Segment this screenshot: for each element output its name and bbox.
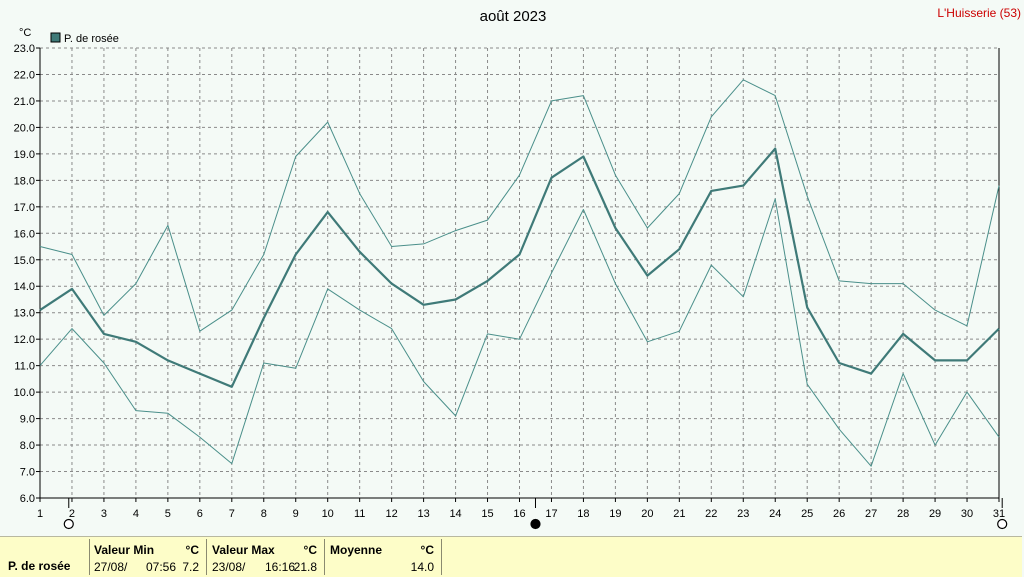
stats-min-value: 7.2 [182, 560, 199, 574]
stats-max-value: 21.8 [293, 560, 317, 574]
stats-min-date: 27/08/ [94, 560, 128, 574]
y-tick-label: 23.0 [14, 43, 35, 55]
y-tick-label: 16.0 [14, 228, 35, 240]
x-tick-label: 14 [449, 508, 461, 520]
y-tick-label: 15.0 [14, 255, 35, 267]
x-tick-label: 22 [705, 508, 717, 520]
stats-min-header: Valeur Min [94, 543, 155, 557]
x-tick-label: 19 [609, 508, 621, 520]
x-tick-label: 10 [322, 508, 334, 520]
y-tick-label: 22.0 [14, 69, 35, 81]
x-tick-label: 28 [897, 508, 909, 520]
x-tick-label: 31 [993, 508, 1005, 520]
stats-divider [89, 539, 90, 575]
station-name: L'Huisserie (53) [937, 6, 1021, 20]
y-axis-labels: 6.0 7.0 8.0 9.0 10.0 11.0 12.0 13.0 14.0 15.0 16.0… [14, 43, 35, 505]
y-tick-label: 13.0 [14, 308, 35, 320]
moon-new-icon [530, 518, 541, 530]
x-tick-label: 16 [513, 508, 525, 520]
y-tick-label: 8.0 [20, 440, 35, 452]
chart-title: août 2023 [480, 8, 547, 25]
x-tick-label: 23 [737, 508, 749, 520]
y-tick-label: 18.0 [14, 175, 35, 187]
grid [36, 47, 1000, 502]
y-tick-label: 21.0 [14, 96, 35, 108]
moon-full-icon [997, 518, 1008, 530]
y-tick-label: 19.0 [14, 149, 35, 161]
x-tick-label: 4 [133, 508, 139, 520]
stats-mean-value: 14.0 [410, 560, 434, 574]
x-tick-label: 7 [229, 508, 235, 520]
y-tick-label: 17.0 [14, 202, 35, 214]
stats-divider [206, 539, 207, 575]
stats-max-time: 16:16 [265, 560, 296, 574]
stats-mean-header: Moyenne [330, 543, 383, 557]
x-tick-label: 27 [865, 508, 877, 520]
stats-min-unit: °C [185, 543, 199, 557]
x-axis-labels: 1 2 3 4 5 6 7 8 9 10 11 12 13 14 15 16 17 18 19 20 21 22 23 24 2… [37, 508, 1005, 520]
stats-mean-unit: °C [420, 543, 434, 557]
x-tick-label: 26 [833, 508, 845, 520]
x-tick-label: 29 [929, 508, 941, 520]
moon-full-icon [63, 518, 74, 530]
x-tick-label: 3 [101, 508, 107, 520]
chart: août 2023 L'Huisserie (53) °C P. de rosé… [14, 6, 1021, 530]
series-line-min [39, 198, 1000, 467]
y-tick-label: 9.0 [20, 414, 35, 426]
series [39, 79, 1000, 467]
x-tick-label: 25 [801, 508, 813, 520]
stats-mean-cell: Moyenne °C 14.0 [325, 537, 440, 577]
stats-max-date: 23/08/ [212, 560, 246, 574]
x-tick-label: 2 [69, 508, 75, 520]
stats-max-header: Valeur Max [212, 543, 275, 557]
series-line-max [39, 79, 1000, 332]
y-tick-label: 11.0 [14, 361, 35, 373]
stats-divider [441, 539, 442, 575]
legend-label: P. de rosée [64, 33, 119, 45]
x-tick-label: 20 [641, 508, 653, 520]
stats-min-time: 07:56 [146, 560, 177, 574]
y-tick-label: 12.0 [14, 334, 35, 346]
moon-phases [63, 498, 1008, 530]
stats-series-cell: P. de rosée [0, 537, 88, 577]
stats-max-unit: °C [303, 543, 317, 557]
y-tick-label: 7.0 [20, 467, 35, 479]
y-tick-label: 20.0 [14, 122, 35, 134]
x-tick-label: 1 [37, 508, 43, 520]
x-tick-label: 12 [386, 508, 398, 520]
x-tick-label: 15 [481, 508, 493, 520]
stats-max-cell: Valeur Max °C 23/08/ 16:16 21.8 [207, 537, 323, 577]
x-tick-label: 8 [261, 508, 267, 520]
stats-divider [324, 539, 325, 575]
x-tick-label: 18 [577, 508, 589, 520]
y-tick-label: 6.0 [20, 493, 35, 505]
stats-min-cell: Valeur Min °C 27/08/ 07:56 7.2 [90, 537, 205, 577]
x-tick-label: 11 [354, 508, 365, 520]
legend-swatch [50, 32, 61, 43]
stats-series-label: P. de rosée [8, 559, 71, 573]
y-tick-label: 14.0 [14, 281, 35, 293]
x-tick-label: 30 [961, 508, 973, 520]
stats-table: P. de rosée Valeur Min °C 27/08/ 07:56 7… [0, 536, 1022, 577]
x-tick-label: 5 [165, 508, 171, 520]
x-tick-label: 17 [545, 508, 557, 520]
series-line-mean [39, 147, 1000, 388]
y-tick-label: 10.0 [14, 387, 35, 399]
x-tick-label: 24 [769, 508, 781, 520]
y-unit-label: °C [19, 27, 31, 39]
x-tick-label: 21 [673, 508, 685, 520]
x-tick-label: 9 [293, 508, 299, 520]
x-tick-label: 13 [417, 508, 429, 520]
x-tick-label: 6 [197, 508, 203, 520]
